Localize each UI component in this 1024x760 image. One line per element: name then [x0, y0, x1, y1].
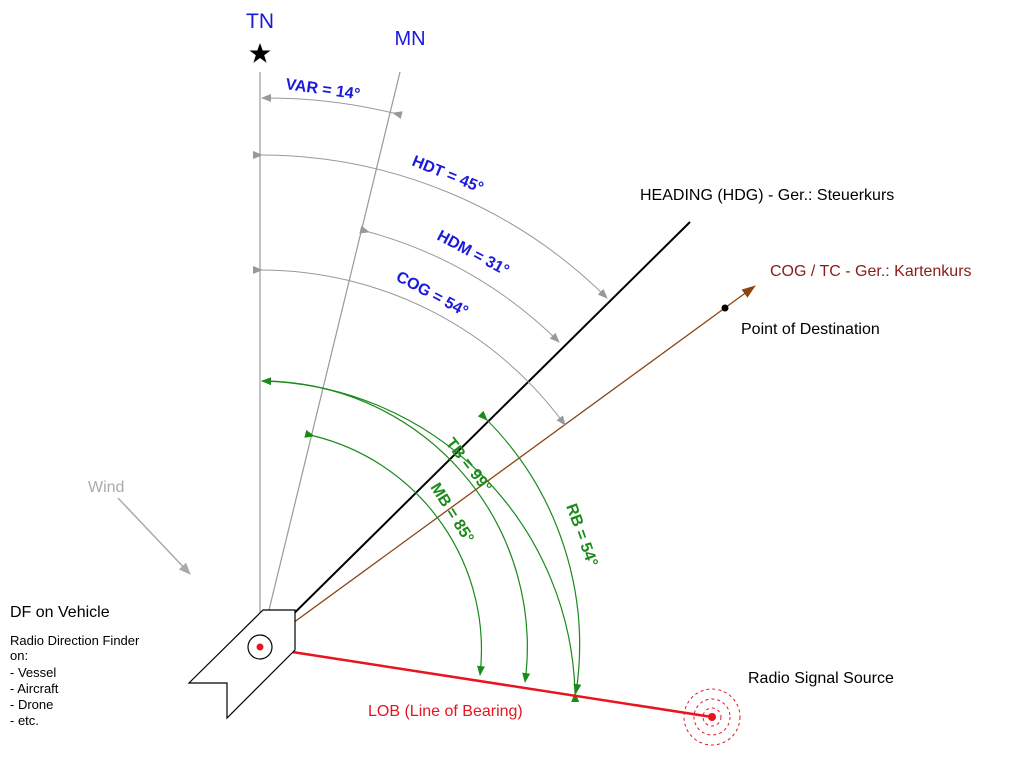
- cog-angle-label: COG = 54°: [393, 269, 471, 321]
- var-label: VAR = 14°: [284, 76, 361, 103]
- lob-label: LOB (Line of Bearing): [368, 703, 523, 720]
- hdm-label: HDM = 31°: [434, 228, 512, 280]
- df-item-3: - Drone: [10, 697, 53, 712]
- tb-label: TB = 99°: [442, 435, 495, 496]
- true-north-star-icon: [249, 43, 271, 63]
- mb-arc: [304, 429, 486, 676]
- rb-arc: [477, 410, 582, 694]
- wind-label: Wind: [88, 479, 124, 496]
- radio-signal-source: [683, 688, 741, 746]
- tb-arc: [261, 377, 580, 703]
- vehicle-shape: [187, 609, 296, 720]
- df-desc-1: Radio Direction Finder: [10, 633, 140, 648]
- tb-arc-inner: [261, 380, 531, 683]
- var-arc: [261, 93, 403, 120]
- destination-point: [721, 304, 729, 312]
- destination-label: Point of Destination: [741, 321, 880, 338]
- tn-label: TN: [246, 10, 274, 33]
- mn-label: MN: [394, 28, 425, 50]
- wind-arrow: [117, 497, 191, 575]
- heading-label: HEADING (HDG) - Ger.: Steuerkurs: [640, 187, 894, 204]
- heading-line: [259, 221, 691, 648]
- radio-source-label: Radio Signal Source: [748, 670, 894, 687]
- hdt-label: HDT = 45°: [410, 153, 486, 197]
- df-item-2: - Aircraft: [10, 681, 59, 696]
- df-antenna-ring: [247, 634, 273, 660]
- df-item-1: - Vessel: [10, 665, 56, 680]
- df-item-4: - etc.: [10, 713, 39, 728]
- hdt-arc: [252, 150, 608, 299]
- line-of-bearing: [259, 645, 713, 719]
- df-title: DF on Vehicle: [10, 604, 110, 621]
- df-center-point: [256, 643, 264, 651]
- cog-tc-label: COG / TC - Ger.: Kartenkurs: [770, 263, 972, 280]
- df-desc-2: on:: [10, 648, 28, 663]
